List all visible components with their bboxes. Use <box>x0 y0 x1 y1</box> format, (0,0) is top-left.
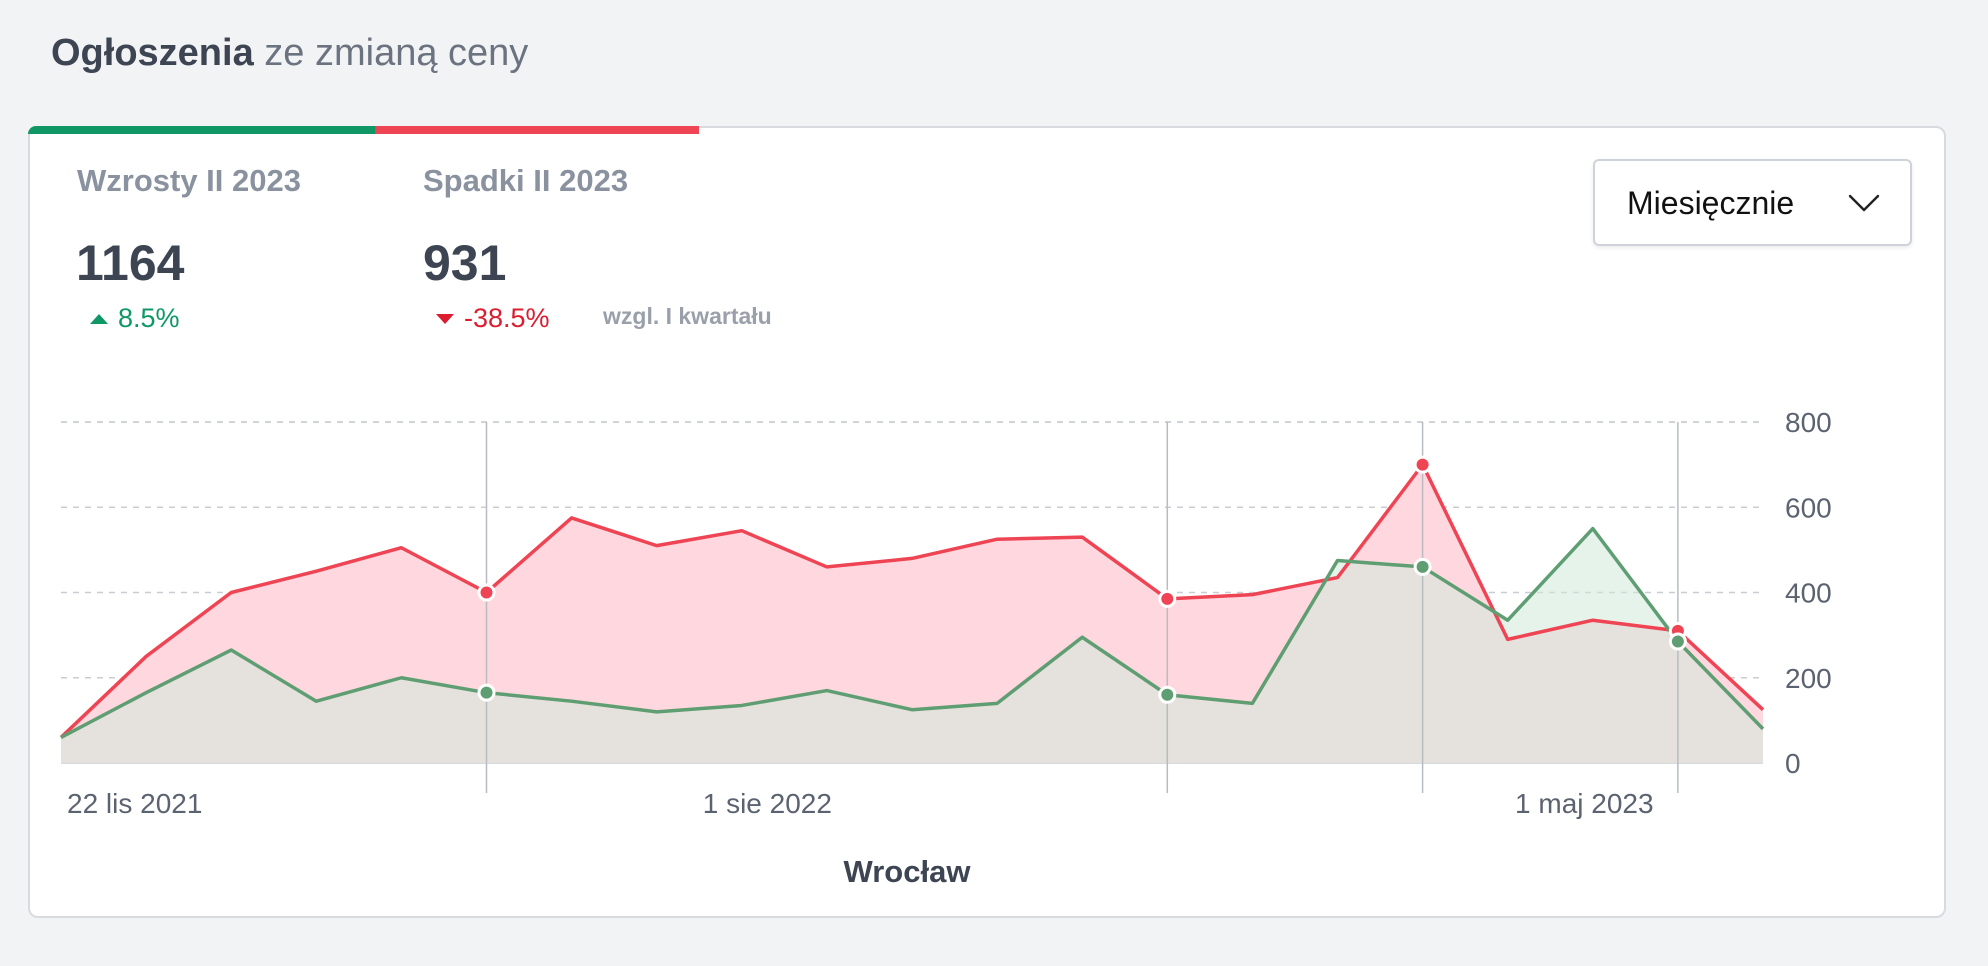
chart-title: Wrocław <box>844 854 972 889</box>
data-point[interactable] <box>1413 455 1432 474</box>
increases-change-value: 8.5% <box>118 303 180 333</box>
x-tick-label: 1 sie 2022 <box>703 788 832 819</box>
decreases-label[interactable]: Spadki II 2023 <box>423 163 629 198</box>
y-tick-label: 200 <box>1785 663 1832 694</box>
y-tick-label: 600 <box>1785 492 1832 523</box>
increases-tab-indicator <box>28 126 375 134</box>
data-point[interactable] <box>1668 632 1687 651</box>
data-point[interactable] <box>1158 685 1177 704</box>
y-tick-label: 400 <box>1785 578 1832 609</box>
decreases-value: 931 <box>423 235 507 291</box>
chevron-down-icon <box>1848 194 1880 212</box>
period-dropdown[interactable]: Miesięcznie <box>1593 159 1912 246</box>
page-title-strong: Ogłoszenia <box>51 32 254 74</box>
data-point[interactable] <box>477 683 496 702</box>
increases-label[interactable]: Wzrosty II 2023 <box>77 163 301 198</box>
x-tick-label: 22 lis 2021 <box>67 788 202 819</box>
data-point[interactable] <box>1158 589 1177 608</box>
increases-change: 8.5% <box>90 303 180 334</box>
data-point[interactable] <box>1413 557 1432 576</box>
page-title-rest: ze zmianą ceny <box>264 32 529 74</box>
period-dropdown-label: Miesięcznie <box>1627 185 1795 221</box>
decreases-tab-indicator <box>375 126 699 134</box>
series-line <box>60 526 1765 739</box>
y-tick-label: 0 <box>1785 748 1801 779</box>
x-tick-label: 1 maj 2023 <box>1515 788 1654 819</box>
chart-card <box>28 126 1946 918</box>
arrow-up-icon <box>90 313 108 324</box>
decreases-change-value: -38.5% <box>464 303 550 333</box>
comparison-note: wzgl. I kwartału <box>603 303 772 329</box>
arrow-down-icon <box>436 313 454 324</box>
series-line <box>59 462 1765 739</box>
page-title: Ogłoszenia ze zmianą ceny <box>51 32 528 75</box>
increases-value: 1164 <box>76 235 185 291</box>
y-tick-label: 800 <box>1785 407 1832 438</box>
decreases-change: -38.5% <box>436 303 550 334</box>
data-point[interactable] <box>477 583 496 602</box>
